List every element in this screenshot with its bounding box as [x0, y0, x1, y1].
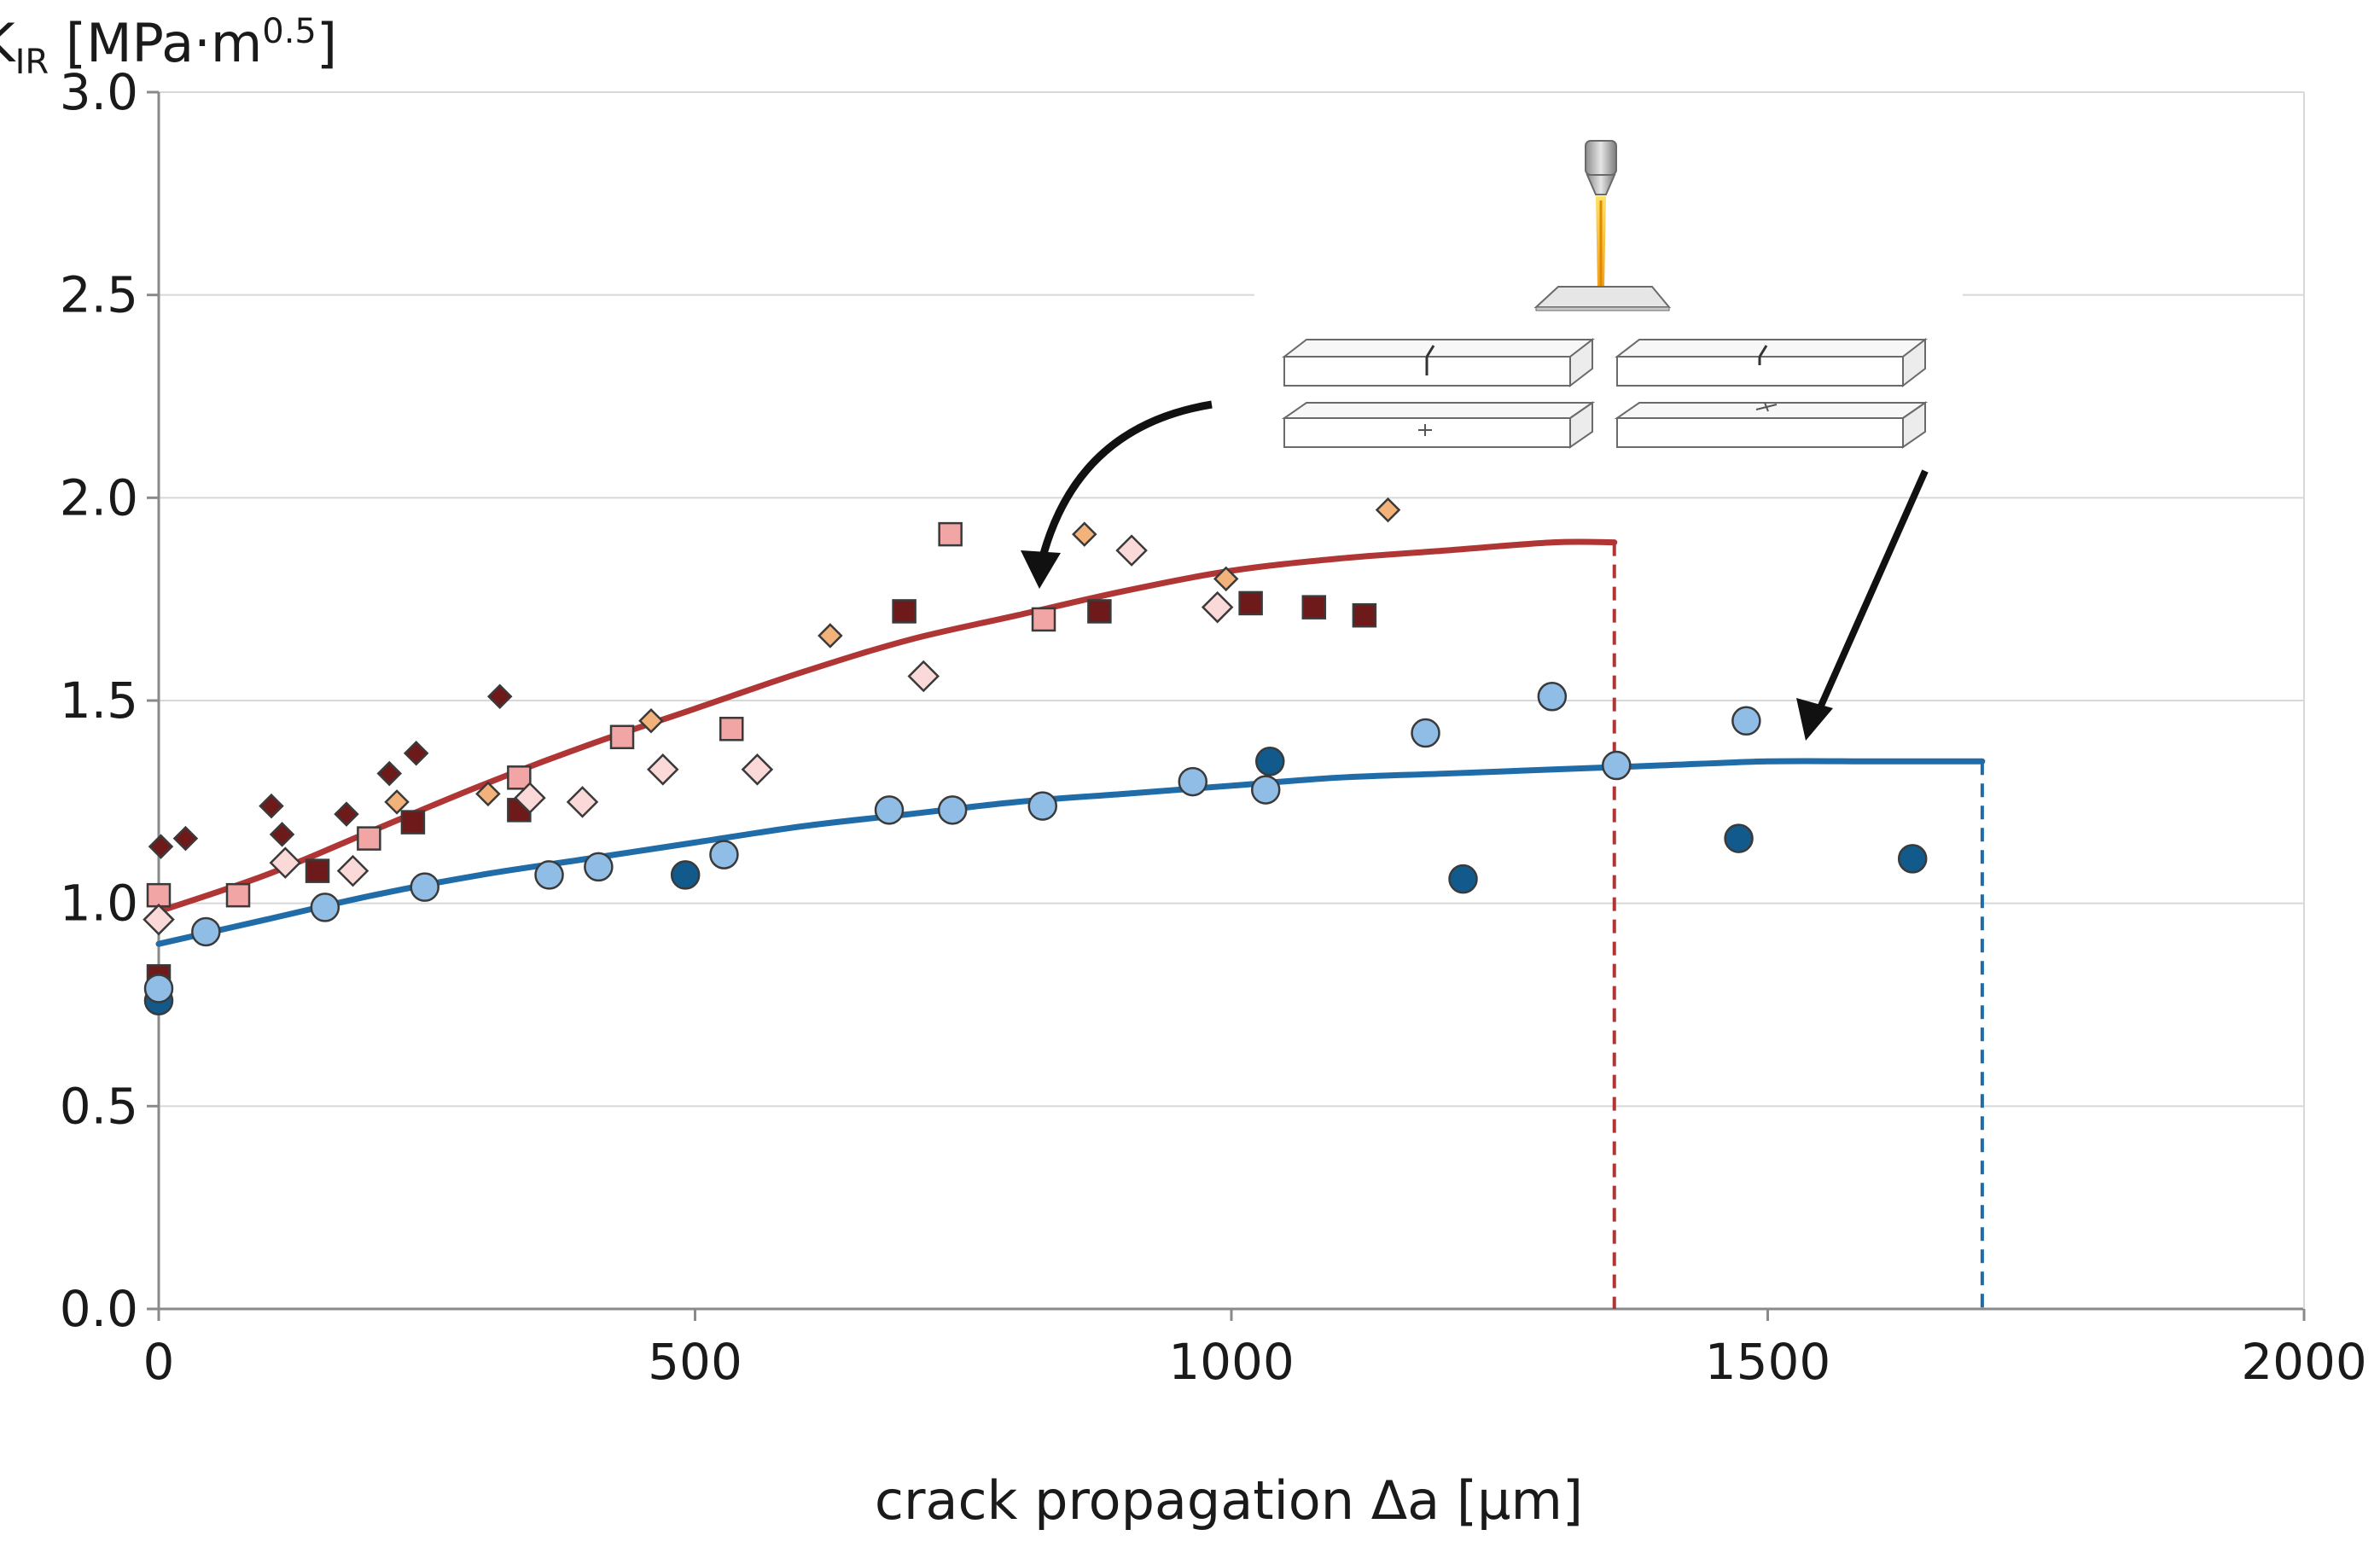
gridlines [159, 91, 2304, 1108]
orange-diamond-point [1213, 566, 1239, 592]
light-pink-diamond-point [741, 753, 774, 786]
pink-square-point [719, 717, 744, 742]
pink-square-point [225, 882, 251, 908]
light-blue-circle-point [709, 840, 739, 869]
orange-diamond-point [818, 623, 843, 648]
dark-red-diamond-point [172, 825, 199, 852]
light-blue-circle-point [534, 860, 564, 890]
orange-diamond-point [1072, 521, 1097, 547]
dark-red-diamond-point [376, 760, 403, 787]
light-blue-circle-point [584, 852, 614, 882]
dark-red-diamond-point [334, 801, 359, 827]
light-blue-circle-point [1250, 775, 1281, 805]
light-blue-circle-point [1731, 706, 1761, 736]
light-blue-circle-point [1602, 750, 1632, 781]
axis-ticks: 0.0 0.5 1.0 1.5 2.0 2.5 3.0 0 500 1000 1500 2000 [60, 63, 2367, 1391]
dark-blue-circle-point [1897, 844, 1928, 874]
dark-red-square-point [1087, 599, 1112, 624]
y-axis-title-exponent: 0.5 [262, 12, 317, 51]
dark-blue-circle-point [670, 860, 701, 890]
fit-curves [155, 538, 1986, 1309]
y-axis-title-symbol: K [0, 12, 16, 74]
x-tick-label: 1000 [1168, 1333, 1295, 1391]
red-fit-curve [155, 538, 1618, 915]
pink-square-point [938, 521, 963, 547]
x-tick-label: 500 [648, 1333, 742, 1391]
pink-square-point [507, 765, 532, 790]
laser-head-icon [1585, 140, 1617, 195]
y-tick-label: 2.5 [60, 266, 138, 324]
light-pink-diamond-point [566, 786, 599, 818]
bar-specimen-bottom-left [1281, 401, 1596, 449]
pink-square-point [357, 826, 381, 851]
x-tick-label: 1500 [1705, 1333, 1831, 1391]
y-axis-title-subscript: IR [15, 43, 49, 82]
light-pink-diamond-point [1201, 590, 1234, 624]
bar-specimen-bottom-right [1614, 401, 1929, 449]
y-axis-title: KIR [MPa·m0.5] [0, 12, 337, 82]
x-tick-label: 2000 [2241, 1333, 2367, 1391]
light-pink-diamond-point [336, 854, 370, 887]
light-pink-diamond-point [143, 903, 175, 936]
dark-red-diamond-point [403, 741, 429, 766]
pink-square-point [146, 882, 172, 908]
light-blue-circle-point [1027, 791, 1058, 821]
y-tick-label: 0.5 [60, 1077, 138, 1135]
light-pink-diamond-point [1115, 534, 1148, 567]
specimen-schematic [1254, 119, 1963, 457]
light-blue-circle-point [143, 974, 174, 1003]
light-pink-diamond-point [907, 660, 940, 693]
dark-red-square-point [1352, 602, 1377, 628]
light-blue-circle-point [1178, 766, 1207, 797]
light-pink-diamond-point [269, 846, 302, 879]
dark-red-diamond-point [269, 822, 295, 847]
light-blue-circle-point [191, 916, 221, 947]
pink-square-point [609, 724, 635, 750]
blue-fit-curve [155, 758, 1986, 947]
x-axis-title: crack propagation Δa [µm] [875, 1469, 1583, 1532]
orange-diamond-point [384, 789, 410, 815]
dark-red-diamond-point [148, 834, 174, 859]
y-tick-label: 2.0 [60, 468, 138, 526]
y-tick-label: 1.0 [60, 875, 138, 933]
light-blue-circle-point [874, 795, 905, 825]
x-tick-label: 0 [143, 1333, 175, 1391]
dark-red-square-point [1301, 595, 1327, 619]
arrow-to-red-curve [1021, 400, 1213, 589]
data-points [143, 497, 1928, 1015]
arrow-to-blue-curve [1796, 469, 1929, 741]
dark-red-square-point [400, 810, 426, 835]
plate-specimen-icon [1533, 286, 1672, 308]
pink-square-point [1031, 607, 1056, 632]
light-blue-circle-point [1537, 681, 1568, 712]
light-pink-diamond-point [647, 753, 679, 786]
dark-red-square-point [1238, 590, 1263, 616]
y-tick-label: 3.0 [60, 63, 138, 121]
dark-red-square-point [892, 599, 917, 624]
dark-blue-circle-point [1724, 823, 1754, 853]
y-axis-title-unit: [MPa·m [49, 12, 262, 74]
y-tick-label: 1.5 [60, 672, 138, 730]
orange-diamond-point [1375, 497, 1401, 523]
dark-blue-circle-point [1255, 747, 1285, 776]
dark-blue-circle-point [1448, 864, 1478, 894]
bar-specimen-top-left [1282, 337, 1595, 388]
light-blue-circle-point [937, 795, 968, 825]
dark-red-diamond-point [259, 793, 284, 819]
orange-diamond-point [475, 781, 501, 807]
y-tick-label: 0.0 [60, 1280, 138, 1338]
light-blue-circle-point [310, 893, 340, 922]
dark-red-diamond-point [486, 683, 513, 710]
orange-diamond-point [638, 707, 664, 734]
light-blue-circle-point [410, 872, 439, 902]
light-pink-diamond-point [514, 782, 546, 814]
y-axis-title-close: ] [317, 12, 337, 74]
laser-beam-icon [1596, 196, 1606, 288]
light-blue-circle-point [1411, 718, 1440, 748]
bar-specimen-top-right [1615, 337, 1928, 388]
dark-red-square-point [305, 858, 330, 883]
